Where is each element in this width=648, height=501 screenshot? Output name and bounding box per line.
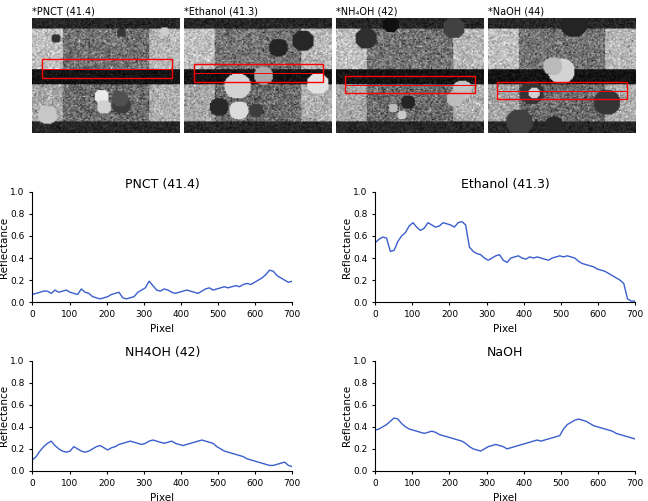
X-axis label: Pixel: Pixel xyxy=(150,493,174,501)
Text: *NH₄OH (42): *NH₄OH (42) xyxy=(336,7,397,17)
Text: *NaOH (44): *NaOH (44) xyxy=(488,7,544,17)
Text: *PNCT (41.4): *PNCT (41.4) xyxy=(32,7,95,17)
X-axis label: Pixel: Pixel xyxy=(493,493,517,501)
Title: NaOH: NaOH xyxy=(487,346,524,359)
Y-axis label: Reflectance: Reflectance xyxy=(0,385,9,446)
Y-axis label: Reflectance: Reflectance xyxy=(342,385,352,446)
Bar xyxy=(42,59,172,78)
Y-axis label: Reflectance: Reflectance xyxy=(342,216,352,278)
X-axis label: Pixel: Pixel xyxy=(493,324,517,334)
Bar xyxy=(497,82,627,99)
Title: PNCT (41.4): PNCT (41.4) xyxy=(125,178,200,191)
Bar xyxy=(345,76,475,94)
Title: NH4OH (42): NH4OH (42) xyxy=(124,346,200,359)
Bar xyxy=(194,65,323,82)
Title: Ethanol (41.3): Ethanol (41.3) xyxy=(461,178,550,191)
Y-axis label: Reflectance: Reflectance xyxy=(0,216,9,278)
X-axis label: Pixel: Pixel xyxy=(150,324,174,334)
Text: *Ethanol (41.3): *Ethanol (41.3) xyxy=(184,7,258,17)
